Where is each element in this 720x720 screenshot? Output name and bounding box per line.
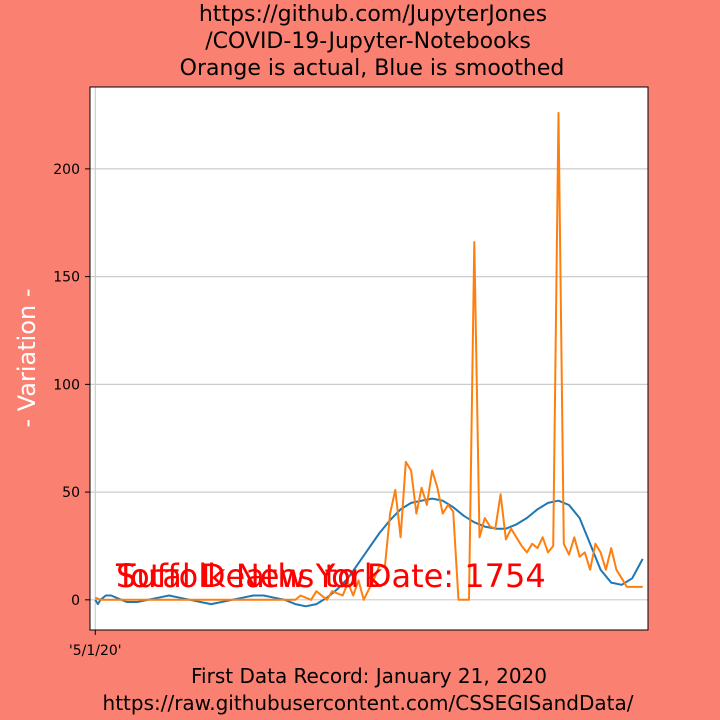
smoothed-series-line	[94, 497, 644, 608]
x-tick-label: '5/1/20'	[69, 643, 122, 659]
footer-line-2: https://raw.githubusercontent.com/CSSEGI…	[103, 691, 634, 715]
y-axis-label: - Variation -	[13, 288, 41, 427]
plot-frame	[89, 86, 649, 631]
title-line-1: https://github.com/JupyterJones	[199, 2, 547, 27]
title-line-3: Orange is actual, Blue is smoothed	[180, 56, 565, 81]
overlay-deaths-text: Total Deaths to Date: 1754	[115, 557, 546, 595]
axis-ticks: 0 50 100 150 200 '5/1/20'	[53, 162, 121, 659]
y-tick-label: 0	[71, 593, 80, 609]
overlay-location-text: Suffolk New York	[116, 557, 383, 595]
y-tick-label: 100	[53, 377, 80, 393]
y-tick-label: 150	[53, 270, 80, 286]
y-tick-label: 200	[53, 162, 80, 178]
series-layer	[94, 111, 644, 608]
title-line-2: /COVID-19-Jupyter-Notebooks	[205, 29, 531, 54]
y-tick-label: 50	[62, 485, 80, 501]
actual-series-line	[94, 111, 643, 601]
footer-line-1: First Data Record: January 21, 2020	[191, 664, 547, 688]
